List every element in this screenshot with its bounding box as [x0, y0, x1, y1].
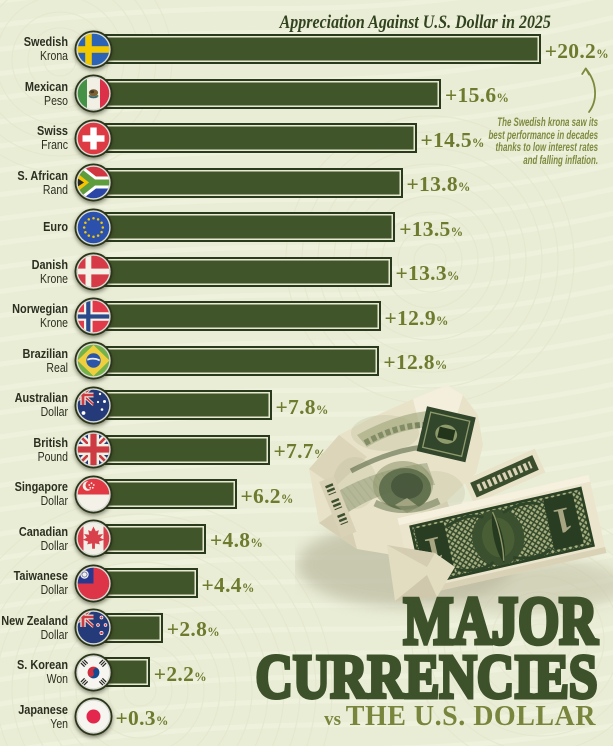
- svg-text:CURRENCIES: CURRENCIES: [256, 644, 598, 706]
- svg-text:MAJOR: MAJOR: [404, 585, 599, 659]
